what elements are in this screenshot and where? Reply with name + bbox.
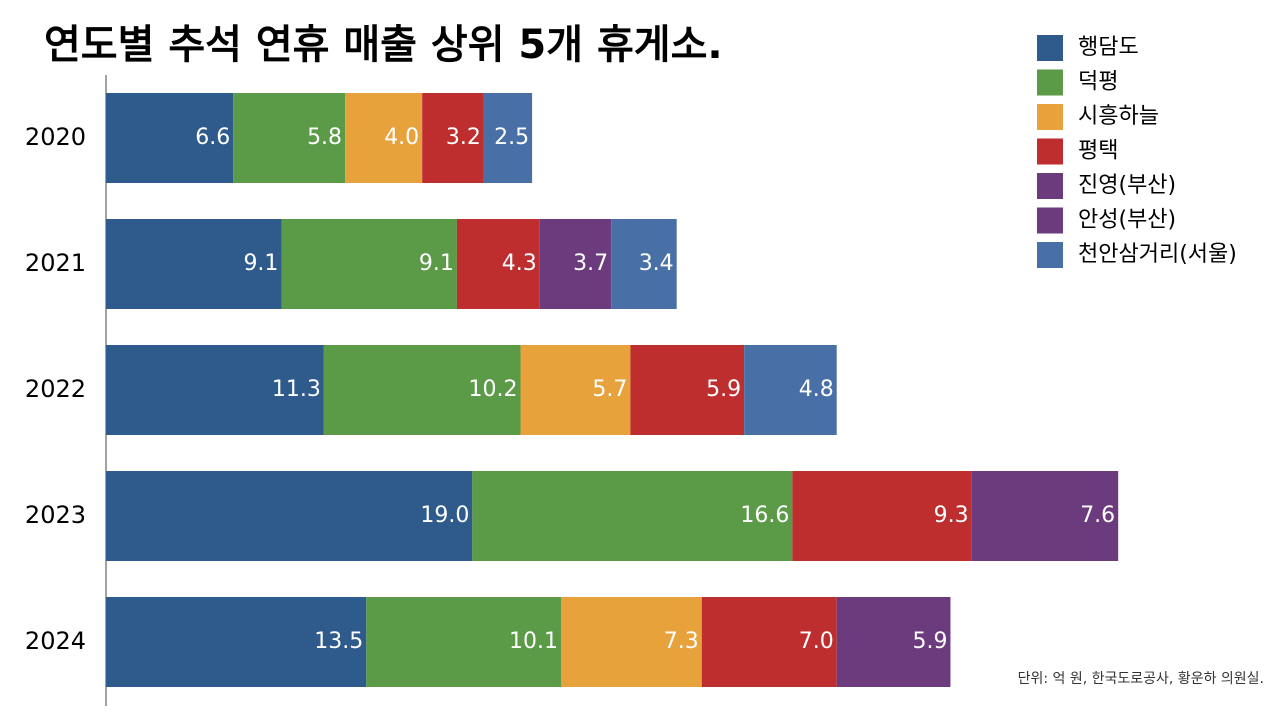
data-label: 9.3: [934, 503, 969, 528]
data-label: 5.7: [592, 377, 627, 402]
bar-segment: [472, 471, 793, 561]
bar-segment: [561, 597, 702, 687]
y-tick-label: 2021: [25, 249, 86, 277]
legend-label: 평택: [1078, 139, 1118, 164]
y-tick-label: 2024: [25, 627, 86, 655]
data-label: 3.7: [573, 251, 608, 276]
bar-segment: [106, 345, 324, 435]
data-label: 5.9: [912, 629, 947, 654]
data-label: 19.0: [420, 503, 469, 528]
bar-segment: [792, 471, 972, 561]
bar-segment: [106, 597, 367, 687]
legend-swatch: [1037, 207, 1063, 234]
data-label: 6.6: [195, 125, 230, 150]
data-label: 9.1: [243, 251, 278, 276]
data-label: 3.2: [446, 125, 481, 150]
bar-segment: [701, 597, 837, 687]
bar-segment: [611, 219, 677, 309]
bar-segment: [106, 219, 282, 309]
bar-segment: [836, 597, 951, 687]
bar-segment: [520, 345, 631, 435]
bar-segment: [539, 219, 612, 309]
legend-swatch: [1037, 104, 1063, 130]
y-tick-label: 2020: [25, 123, 86, 151]
legend-swatch: [1037, 69, 1063, 96]
bar-segment: [744, 345, 837, 435]
data-label: 4.8: [799, 377, 834, 402]
legend-swatch: [1037, 242, 1063, 268]
data-label: 7.6: [1080, 503, 1115, 528]
legend-label: 천안삼거리(서울): [1078, 242, 1237, 267]
chart-title: 연도별 추석 연휴 매출 상위 5개 휴게소.: [44, 22, 723, 68]
data-label: 5.9: [706, 377, 741, 402]
legend-swatch: [1037, 35, 1063, 61]
bar-segment: [366, 597, 562, 687]
data-label: 5.8: [307, 125, 342, 150]
bar-segment: [422, 93, 484, 183]
data-label: 2.5: [494, 125, 529, 150]
data-label: 4.0: [384, 125, 419, 150]
bar-segment: [323, 345, 521, 435]
legend-label: 행담도: [1078, 35, 1139, 60]
legend-label: 시흥하늘: [1078, 104, 1159, 129]
legend-swatch: [1037, 173, 1063, 199]
bar-segment: [630, 345, 745, 435]
bar-segment: [106, 93, 234, 183]
y-tick-label: 2023: [25, 501, 86, 529]
legend-label: 안성(부산): [1078, 208, 1176, 233]
source-note: 단위: 억 원, 한국도로공사, 황운하 의원실.: [1018, 671, 1264, 687]
bar-segment: [971, 471, 1119, 561]
bar-segment: [345, 93, 423, 183]
data-label: 16.6: [740, 503, 789, 528]
data-label: 10.2: [469, 377, 518, 402]
data-label: 7.3: [664, 629, 699, 654]
data-label: 3.4: [639, 251, 674, 276]
data-label: 4.3: [502, 251, 537, 276]
bar-segment: [106, 471, 473, 561]
legend-label: 진영(부산): [1078, 173, 1176, 198]
bar-segment: [483, 93, 533, 183]
bar-segment: [456, 219, 540, 309]
y-tick-label: 2022: [25, 375, 86, 403]
data-label: 10.1: [509, 629, 558, 654]
bar-segment: [281, 219, 457, 309]
data-label: 11.3: [272, 377, 321, 402]
data-label: 9.1: [419, 251, 454, 276]
data-label: 7.0: [799, 629, 834, 654]
data-label: 13.5: [314, 629, 363, 654]
legend-swatch: [1037, 138, 1063, 165]
bar-segment: [233, 93, 346, 183]
legend-label: 덕평: [1078, 70, 1118, 95]
